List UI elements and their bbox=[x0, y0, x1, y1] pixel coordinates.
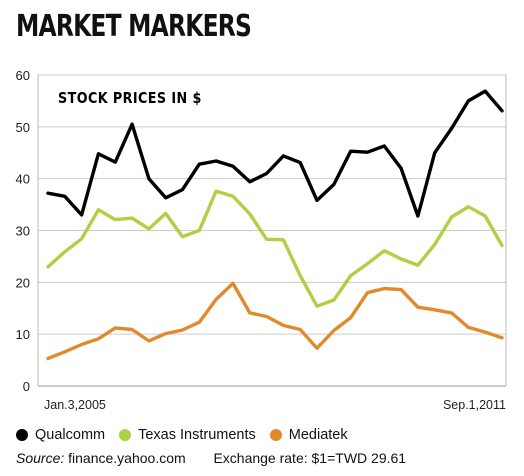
legend-label-qualcomm: Qualcomm bbox=[35, 427, 106, 443]
x-start-label: Jan.3,2005 bbox=[44, 398, 106, 412]
legend-dot-texas-instruments bbox=[119, 429, 132, 441]
series-line-texas-instruments bbox=[46, 189, 504, 308]
series-line-mediatek bbox=[46, 281, 504, 361]
chart-grid bbox=[38, 74, 506, 387]
stock-price-chart: 0 10 20 30 40 50 60 Jan.3,2005 Sep.1,2011 STOCK … bbox=[16, 68, 507, 412]
legend-item-qualcomm: Qualcomm bbox=[16, 427, 105, 443]
y-tick-label: 0 bbox=[23, 379, 30, 394]
y-tick-label: 10 bbox=[16, 327, 30, 342]
source-value: finance.yahoo.com bbox=[68, 450, 186, 466]
chart-series bbox=[46, 89, 504, 361]
page-title: MARKET MARKERS bbox=[16, 9, 252, 44]
legend-item-mediatek: Mediatek bbox=[269, 427, 348, 443]
legend-item-texas-instruments: Texas Instruments bbox=[119, 427, 256, 443]
y-tick-label: 50 bbox=[16, 120, 30, 135]
legend-label-texas-instruments: Texas Instruments bbox=[138, 427, 256, 443]
legend-dot-qualcomm bbox=[16, 429, 28, 441]
y-tick-label: 30 bbox=[16, 224, 30, 239]
legend-label-mediatek: Mediatek bbox=[288, 427, 348, 443]
chart-footer: Source: finance.yahoo.com Exchange rate:… bbox=[16, 450, 406, 466]
y-tick-label: 20 bbox=[16, 275, 30, 290]
source-label: Source: bbox=[16, 450, 65, 466]
y-tick-label: 60 bbox=[16, 68, 30, 83]
series-line-qualcomm bbox=[46, 89, 504, 218]
x-end-label: Sep.1,2011 bbox=[443, 398, 506, 412]
y-tick-label: 40 bbox=[16, 172, 30, 187]
exchange-rate-note: Exchange rate: $1=TWD 29.61 bbox=[213, 450, 407, 466]
chart-title: STOCK PRICES IN $ bbox=[58, 90, 202, 107]
chart-axes: 0 10 20 30 40 50 60 Jan.3,2005 Sep.1,2011 bbox=[16, 68, 507, 412]
chart-legend: Qualcomm Texas Instruments Mediatek bbox=[16, 425, 362, 445]
legend-dot-mediatek bbox=[269, 429, 282, 441]
